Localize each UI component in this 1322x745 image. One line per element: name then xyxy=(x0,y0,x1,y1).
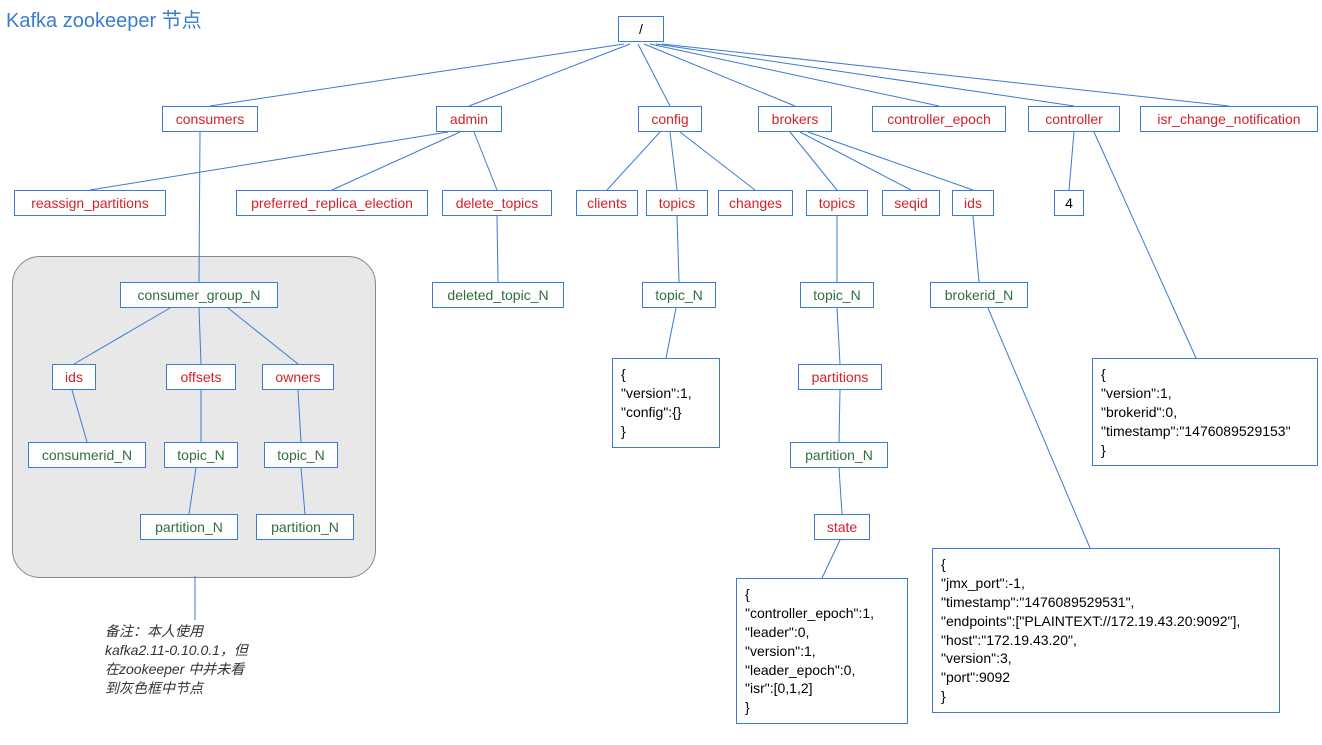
node-reassign: reassign_partitions xyxy=(14,190,166,216)
node-cg_ids: ids xyxy=(52,364,96,390)
node-changes: changes xyxy=(718,190,793,216)
node-cg_owners: owners xyxy=(262,364,334,390)
node-cfg_topics: topics xyxy=(646,190,708,216)
node-partitions: partitions xyxy=(798,364,882,390)
node-brk_topics: topics xyxy=(806,190,868,216)
node-deleted_topic: deleted_topic_N xyxy=(432,282,564,308)
node-off_topic_n: topic_N xyxy=(164,442,238,468)
node-seqid: seqid xyxy=(882,190,940,216)
node-ctrl_epoch: controller_epoch xyxy=(872,106,1006,132)
jsonbox-ctrl_json: { "version":1, "brokerid":0, "timestamp"… xyxy=(1092,358,1318,466)
node-ids: ids xyxy=(952,190,994,216)
node-root: / xyxy=(618,16,664,42)
node-off_part_n: partition_N xyxy=(140,514,238,540)
node-four: 4 xyxy=(1054,190,1084,216)
node-partition_n: partition_N xyxy=(790,442,888,468)
node-consumer_grp: consumer_group_N xyxy=(120,282,278,308)
node-own_part_n: partition_N xyxy=(256,514,354,540)
node-consumerid_n: consumerid_N xyxy=(28,442,146,468)
node-brk_topic_n: topic_N xyxy=(800,282,874,308)
node-controller: controller xyxy=(1028,106,1120,132)
footnote: 备注：本人使用 kafka2.11-0.10.0.1，但 在zookeeper … xyxy=(105,622,248,698)
node-config: config xyxy=(638,106,702,132)
jsonbox-state_json: { "controller_epoch":1, "leader":0, "ver… xyxy=(736,578,908,724)
node-delete_topics: delete_topics xyxy=(442,190,552,216)
node-pref_replica: preferred_replica_election xyxy=(236,190,428,216)
node-consumers: consumers xyxy=(162,106,258,132)
node-clients: clients xyxy=(576,190,638,216)
node-brokerid_n: brokerid_N xyxy=(930,282,1028,308)
node-brokers: brokers xyxy=(758,106,832,132)
node-admin: admin xyxy=(436,106,502,132)
node-state: state xyxy=(814,514,870,540)
node-own_topic_n: topic_N xyxy=(264,442,338,468)
diagram-title: Kafka zookeeper 节点 xyxy=(6,4,202,33)
node-isr_change: isr_change_notification xyxy=(1140,106,1318,132)
node-cfg_topic_n: topic_N xyxy=(642,282,716,308)
jsonbox-cfg_json: { "version":1, "config":{} } xyxy=(612,358,720,448)
jsonbox-brk_json: { "jmx_port":-1, "timestamp":"1476089529… xyxy=(932,548,1280,713)
node-cg_offsets: offsets xyxy=(166,364,236,390)
